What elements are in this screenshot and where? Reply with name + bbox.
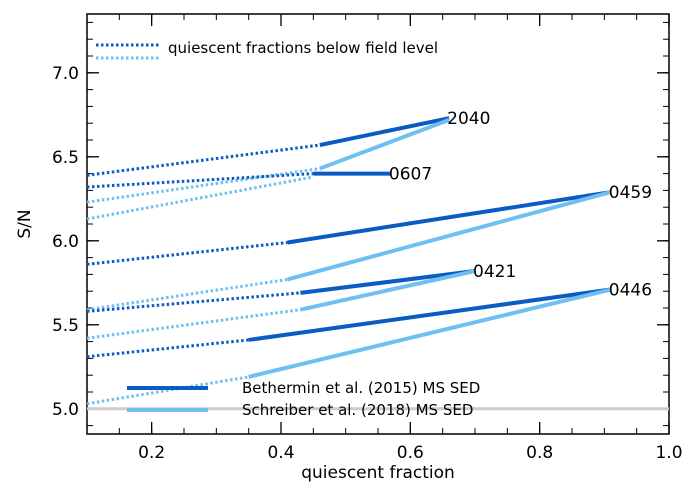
y-tick-label: 6.5 xyxy=(52,148,79,168)
cluster-label: 0459 xyxy=(609,183,652,203)
series-line-below-field xyxy=(86,175,314,221)
series-0459-bethermin xyxy=(86,190,612,266)
cluster-label: 0446 xyxy=(609,281,652,301)
label-layer: 2040 0607 0459 0421 0446 xyxy=(389,109,652,300)
series-0446-bethermin xyxy=(86,287,612,359)
series-0607-bethermin xyxy=(86,171,391,189)
cluster-label: 0607 xyxy=(389,165,432,185)
series-line-below-field xyxy=(86,143,320,177)
y-tick-label: 6.0 xyxy=(52,232,79,252)
series-0607-schreiber xyxy=(86,175,314,221)
series-2040-schreiber xyxy=(86,117,450,204)
x-tick-label: 0.8 xyxy=(526,443,553,463)
x-tick-label: 0.2 xyxy=(138,443,165,463)
series-line-below-field xyxy=(86,375,249,406)
series-line-above-field xyxy=(248,287,612,379)
series-line-below-field xyxy=(86,277,288,312)
plot-frame xyxy=(86,13,670,435)
series-0421-schreiber xyxy=(86,269,476,340)
series-layer xyxy=(86,116,612,406)
y-axis-label: S/N xyxy=(15,209,35,238)
legend-note-text: quiescent fractions below field level xyxy=(168,39,438,57)
legend-label: Schreiber et al. (2018) MS SED xyxy=(242,401,473,419)
y-tick-label: 5.0 xyxy=(52,400,79,420)
series-line-above-field xyxy=(286,190,612,282)
series-line-below-field xyxy=(86,172,314,189)
cluster-label: 2040 xyxy=(447,109,490,129)
series-0459-schreiber xyxy=(86,190,612,312)
legend: quiescent fractions below field level Bet… xyxy=(96,39,480,419)
series-0421-bethermin xyxy=(86,269,476,313)
series-line-above-field xyxy=(319,117,450,171)
tick-labels: 0.2 0.4 0.6 0.8 1.0 5.0 5.5 6.0 6.5 7.0 xyxy=(52,64,683,463)
x-tick-label: 1.0 xyxy=(655,443,682,463)
series-line-above-field xyxy=(248,287,612,342)
x-tick-label: 0.6 xyxy=(397,443,424,463)
series-line-above-field xyxy=(287,190,612,245)
axis-ticks xyxy=(86,14,670,434)
cluster-label: 0421 xyxy=(473,262,516,282)
legend-label: Bethermin et al. (2015) MS SED xyxy=(242,379,480,397)
series-2040-bethermin xyxy=(86,116,450,177)
series-line-below-field xyxy=(86,291,301,313)
x-axis-label: quiescent fraction xyxy=(301,463,455,483)
series-line-above-field xyxy=(300,269,476,295)
series-line-above-field xyxy=(299,269,476,312)
y-tick-label: 5.5 xyxy=(52,316,79,336)
series-line-below-field xyxy=(86,308,301,340)
series-0446-schreiber xyxy=(86,287,612,406)
series-line-below-field xyxy=(86,338,249,359)
series-line-above-field xyxy=(319,116,450,147)
series-line-below-field xyxy=(86,240,288,266)
series-line-below-field xyxy=(86,167,321,204)
x-tick-label: 0.4 xyxy=(267,443,294,463)
y-tick-label: 7.0 xyxy=(52,64,79,84)
